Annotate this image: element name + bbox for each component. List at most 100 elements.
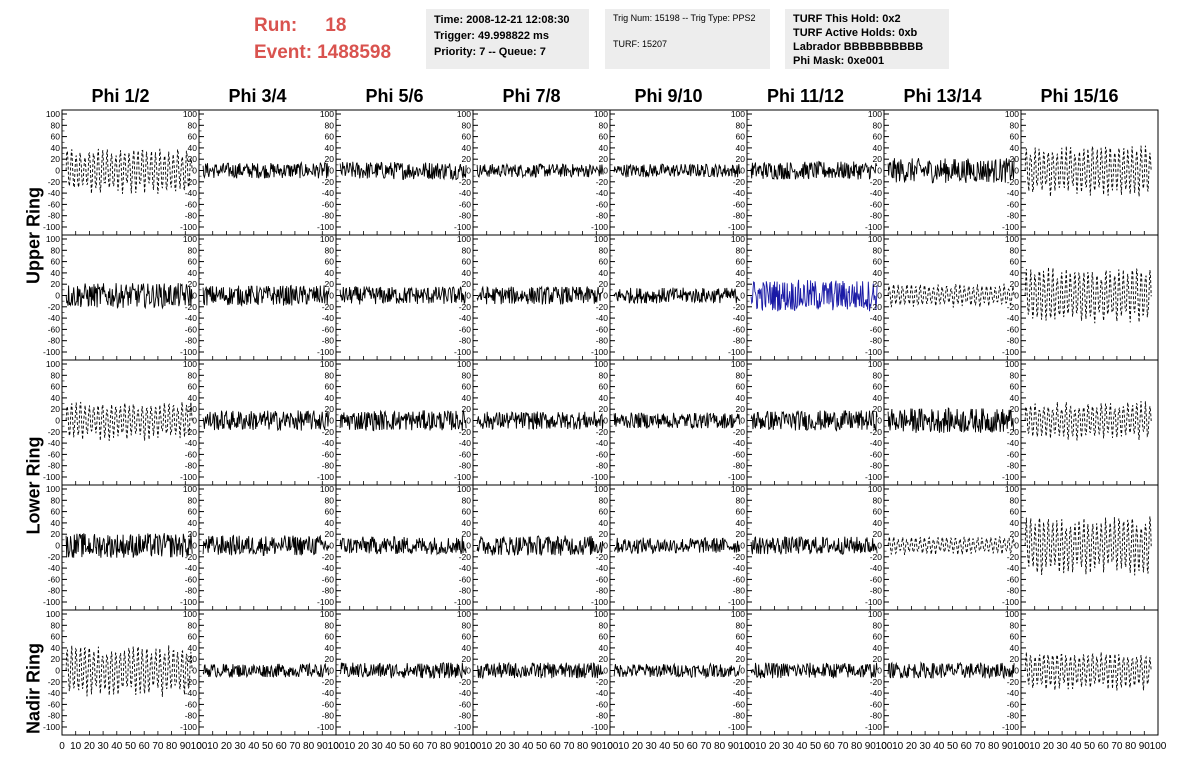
x-tick-label: 10 xyxy=(618,741,630,752)
y-tick-label: -100 xyxy=(1002,222,1019,232)
y-tick-label: -80 xyxy=(48,461,61,471)
y-tick-label: -20 xyxy=(596,302,609,312)
y-tick-label: -100 xyxy=(591,722,608,732)
y-tick-label: 0 xyxy=(740,291,745,301)
y-tick-label: -60 xyxy=(733,449,746,459)
y-tick-label: -80 xyxy=(733,711,746,721)
y-tick-label: -40 xyxy=(48,688,61,698)
y-tick-label: -60 xyxy=(733,574,746,584)
waveform-trace xyxy=(65,148,193,194)
waveform-trace xyxy=(65,645,193,697)
y-tick-label: 40 xyxy=(325,143,335,153)
y-tick-label: 20 xyxy=(51,404,61,414)
y-tick-label: -80 xyxy=(322,461,335,471)
trig-info-box: Trig Num: 15198 -- Trig Type: PPS2 TURF:… xyxy=(605,9,770,69)
y-tick-label: -20 xyxy=(48,677,61,687)
y-tick-label: -40 xyxy=(322,688,335,698)
y-tick-label: 0 xyxy=(877,291,882,301)
y-tick-label: 0 xyxy=(192,416,197,426)
y-tick-label: -20 xyxy=(1007,427,1020,437)
y-tick-label: 40 xyxy=(51,393,61,403)
x-tick-label: 30 xyxy=(98,741,110,752)
y-tick-label: -20 xyxy=(322,302,335,312)
y-tick-label: -40 xyxy=(1007,188,1020,198)
y-tick-label: 0 xyxy=(603,666,608,676)
y-tick-label: -40 xyxy=(733,438,746,448)
x-tick-label: 10 xyxy=(70,741,82,752)
y-tick-label: 20 xyxy=(736,654,746,664)
waveform-trace xyxy=(202,534,330,557)
y-tick-label: -20 xyxy=(870,552,883,562)
x-tick-label: 70 xyxy=(837,741,849,752)
y-tick-label: 80 xyxy=(188,120,198,130)
trig-num-text: Trig Num: 15198 -- Trig Type: PPS2 xyxy=(613,13,756,23)
y-tick-label: -40 xyxy=(733,313,746,323)
y-tick-label: 100 xyxy=(868,234,882,244)
y-tick-label: -60 xyxy=(596,699,609,709)
y-tick-label: -40 xyxy=(870,688,883,698)
y-tick-label: -100 xyxy=(317,597,334,607)
y-tick-label: 40 xyxy=(1010,393,1020,403)
y-tick-label: -80 xyxy=(185,461,198,471)
x-tick-label: 70 xyxy=(426,741,438,752)
y-tick-label: -80 xyxy=(48,336,61,346)
waveform-trace xyxy=(887,283,1015,308)
phi-title-5: Phi 9/10 xyxy=(634,86,703,106)
y-tick-label: 20 xyxy=(325,154,335,164)
y-tick-label: 40 xyxy=(599,643,609,653)
y-tick-label: -20 xyxy=(322,677,335,687)
y-tick-label: 60 xyxy=(873,382,883,392)
y-tick-label: -20 xyxy=(459,302,472,312)
phi-title-1: Phi 1/2 xyxy=(91,86,150,106)
y-tick-label: -80 xyxy=(596,711,609,721)
y-tick-label: -60 xyxy=(1007,699,1020,709)
y-tick-label: -100 xyxy=(728,222,745,232)
y-tick-label: 100 xyxy=(46,484,60,494)
y-tick-label: 40 xyxy=(188,518,198,528)
waveform-trace xyxy=(65,533,193,558)
y-tick-label: 80 xyxy=(736,620,746,630)
y-tick-label: -20 xyxy=(870,427,883,437)
x-tick-label: 60 xyxy=(824,741,836,752)
y-tick-label: 0 xyxy=(329,291,334,301)
y-tick-label: 0 xyxy=(877,666,882,676)
y-tick-label: -100 xyxy=(454,472,471,482)
y-tick-label: -100 xyxy=(180,597,197,607)
y-tick-label: -100 xyxy=(43,222,60,232)
y-tick-label: -60 xyxy=(1007,574,1020,584)
x-tick-label: 10 xyxy=(207,741,219,752)
y-tick-label: 60 xyxy=(325,257,335,267)
y-tick-label: 60 xyxy=(1010,257,1020,267)
waveform-trace xyxy=(476,285,604,305)
y-tick-label: 60 xyxy=(188,507,198,517)
y-tick-label: 100 xyxy=(594,109,608,119)
y-tick-label: 100 xyxy=(183,609,197,619)
y-tick-label: 60 xyxy=(188,382,198,392)
y-tick-label: -80 xyxy=(870,211,883,221)
y-tick-label: -60 xyxy=(322,449,335,459)
phi-mask-text: Phi Mask: 0xe001 xyxy=(793,55,885,67)
x-tick-label: 80 xyxy=(1125,741,1137,752)
y-tick-label: 100 xyxy=(183,109,197,119)
y-tick-label: 80 xyxy=(325,120,335,130)
y-tick-label: 80 xyxy=(462,245,472,255)
y-tick-label: -60 xyxy=(48,199,61,209)
y-tick-label: -40 xyxy=(48,563,61,573)
waveform-trace xyxy=(613,287,741,305)
y-tick-label: 40 xyxy=(325,518,335,528)
y-tick-label: -60 xyxy=(870,574,883,584)
y-tick-label: -100 xyxy=(1002,472,1019,482)
y-tick-label: 60 xyxy=(1010,507,1020,517)
x-tick-label: 40 xyxy=(933,741,945,752)
y-tick-label: 20 xyxy=(188,404,198,414)
y-tick-label: 20 xyxy=(873,154,883,164)
x-tick-label: 50 xyxy=(673,741,685,752)
y-tick-label: -20 xyxy=(185,177,198,187)
y-tick-label: 100 xyxy=(868,484,882,494)
y-tick-label: 20 xyxy=(325,404,335,414)
x-tick-label: 60 xyxy=(961,741,973,752)
y-tick-label: -40 xyxy=(322,563,335,573)
y-tick-label: 0 xyxy=(329,541,334,551)
y-tick-label: 60 xyxy=(599,132,609,142)
y-tick-label: 40 xyxy=(462,643,472,653)
